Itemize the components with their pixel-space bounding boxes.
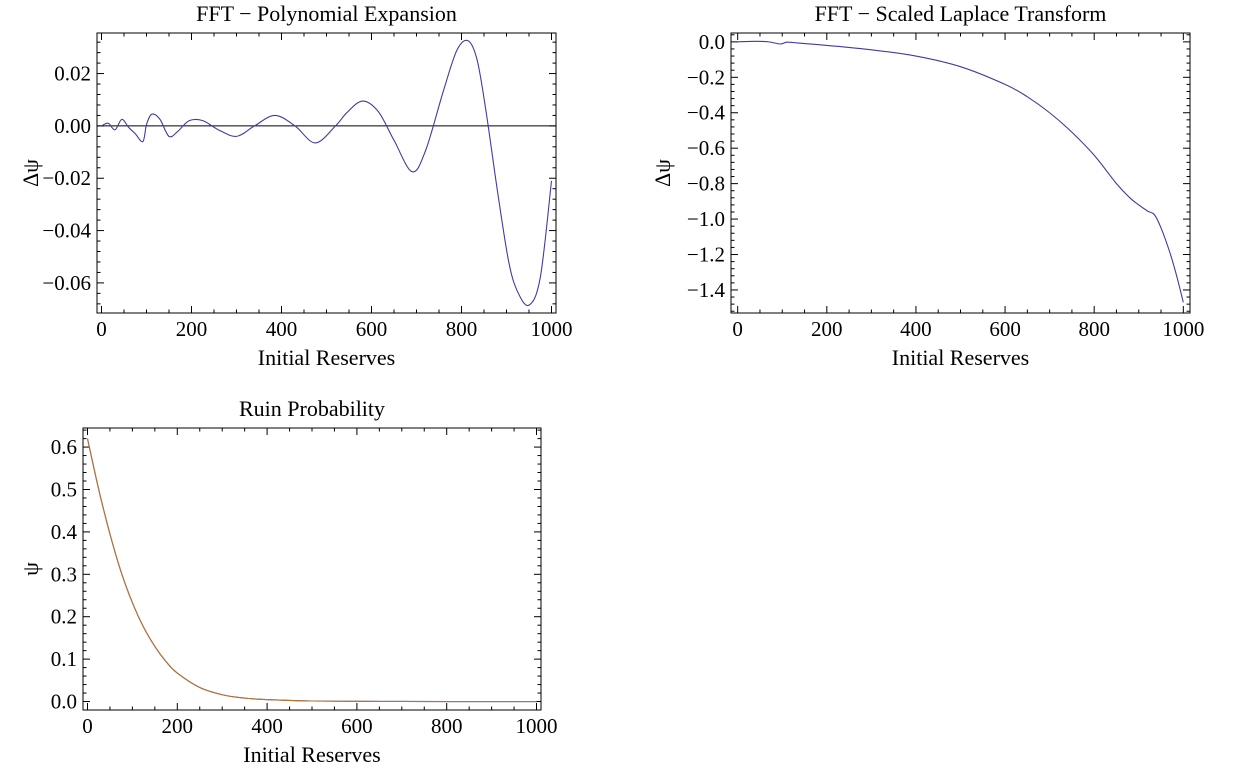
y-tick-label: −0.8 <box>687 172 725 196</box>
y-tick-label: −0.4 <box>687 101 726 125</box>
x-tick-label: 200 <box>811 317 843 341</box>
y-tick-label: −1.4 <box>687 278 726 302</box>
x-tick-label: 400 <box>266 317 298 341</box>
chart-laplace: 0 200 400 600 800 1000 0.0 −0.2 −0.4 −0.6 −0.8 −1.0… <box>650 1 1204 370</box>
y-tick-label: −1.0 <box>687 207 725 231</box>
y-tick-label: −0.06 <box>42 271 91 295</box>
chart-title: FFT − Scaled Laplace Transform <box>815 1 1107 26</box>
y-tick-label: −0.04 <box>42 219 91 243</box>
series-line-1 <box>737 40 1184 303</box>
x-tick-label: 600 <box>356 317 388 341</box>
chart-ruin: 0 200 400 600 800 1000 0.0 0.1 0.2 0.3 0.4 0.5 0.6 Ru… <box>18 396 558 767</box>
x-tick-label: 0 <box>732 317 743 341</box>
plot-frame <box>96 32 557 314</box>
y-tick-label: 0.5 <box>51 477 77 501</box>
x-tick-label: 800 <box>431 714 463 738</box>
x-tick-label: 600 <box>989 317 1021 341</box>
y-tick-label: 0.1 <box>51 647 77 671</box>
x-tick-label: 1000 <box>531 317 573 341</box>
x-axis-label: Initial Reserves <box>258 345 395 370</box>
y-axis-label: ψ <box>18 562 43 576</box>
y-tick-label: 0.02 <box>54 62 91 86</box>
chart-title: Ruin Probability <box>239 396 385 421</box>
y-tick-label: 0.4 <box>51 520 78 544</box>
series-line-1 <box>86 438 537 703</box>
series-line-1 <box>101 39 553 307</box>
y-tick-label: −0.2 <box>687 65 725 89</box>
x-tick-label: 600 <box>341 714 373 738</box>
x-tick-label: 1000 <box>1162 317 1204 341</box>
x-tick-label: 800 <box>1078 317 1110 341</box>
x-tick-label: 800 <box>446 317 478 341</box>
y-axis-label: Δψ <box>650 159 675 187</box>
x-tick-label: 1000 <box>516 714 558 738</box>
y-axis-label: Δψ <box>18 159 43 187</box>
y-tick-label: 0.2 <box>51 605 77 629</box>
x-tick-label: 0 <box>96 317 107 341</box>
x-axis-label: Initial Reserves <box>243 742 380 767</box>
x-tick-label: 400 <box>251 714 283 738</box>
y-tick-label: −0.02 <box>42 166 91 190</box>
plot-frame <box>82 427 542 711</box>
y-tick-label: 0.0 <box>699 30 725 54</box>
y-tick-label: 0.3 <box>51 562 77 586</box>
series-line-2 <box>86 438 537 703</box>
x-axis-label: Initial Reserves <box>892 345 1029 370</box>
x-tick-label: 200 <box>162 714 194 738</box>
x-tick-label: 400 <box>900 317 932 341</box>
y-tick-label: −1.2 <box>687 243 725 267</box>
y-tick-label: 0.0 <box>51 690 77 714</box>
x-tick-label: 200 <box>176 317 208 341</box>
y-tick-label: 0.00 <box>54 114 91 138</box>
y-tick-label: −0.6 <box>687 136 725 160</box>
chart-title: FFT − Polynomial Expansion <box>196 1 457 26</box>
y-tick-label: 0.6 <box>51 435 77 459</box>
chart-poly: 0 200 400 600 800 1000 0.02 0.00 −0.02 −0.04 −0.06… <box>18 1 573 370</box>
x-tick-label: 0 <box>82 714 93 738</box>
plot-frame <box>730 32 1191 314</box>
